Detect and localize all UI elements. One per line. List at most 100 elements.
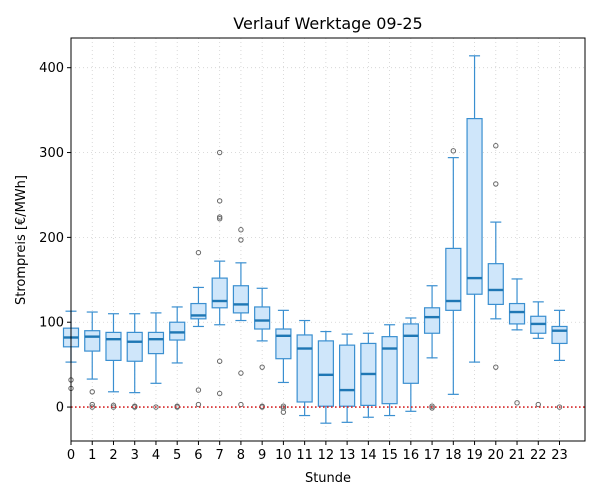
outlier-point	[238, 227, 244, 233]
x-tick-label: 21	[509, 448, 526, 463]
outlier-point	[514, 400, 520, 406]
y-axis-label: Strompreis [€/MWh]	[14, 175, 29, 305]
x-tick-label: 14	[360, 448, 377, 463]
x-tick-label: 10	[275, 448, 292, 463]
x-tick-label: 13	[339, 448, 356, 463]
iqr-box	[551, 325, 568, 345]
x-axis-label: Stunde	[305, 471, 351, 486]
x-tick-label: 15	[381, 448, 398, 463]
x-tick-label: 6	[194, 448, 202, 463]
axes: 0 1 2 3 4 5 6 7 8 9 10 11 12 13 14 15 16 17 18 19 20 21 22 2301…	[39, 37, 586, 463]
box-group	[105, 313, 122, 410]
box-group	[232, 227, 250, 408]
box-group	[445, 148, 462, 395]
iqr-box	[402, 323, 419, 384]
outlier-point	[195, 249, 202, 256]
box-group	[190, 249, 207, 408]
iqr-box	[445, 247, 462, 311]
iqr-box	[339, 344, 356, 407]
box-group	[317, 330, 334, 424]
axes-frame	[70, 37, 586, 442]
iqr-box	[169, 321, 186, 341]
box-group	[423, 285, 441, 411]
iqr-box	[232, 285, 250, 314]
outlier-point	[216, 358, 223, 364]
x-tick-label: 12	[318, 448, 335, 463]
box-group	[169, 306, 186, 410]
outlier-point	[89, 389, 95, 395]
outlier-point	[89, 404, 95, 410]
box-group	[275, 309, 292, 415]
box-group	[508, 278, 526, 406]
y-tick-label: 200	[39, 231, 64, 246]
outlier-point	[556, 404, 563, 410]
box-group	[211, 149, 228, 397]
x-tick-label: 22	[530, 448, 547, 463]
box-group	[126, 313, 143, 410]
box-group	[402, 317, 419, 412]
box-group	[339, 333, 356, 423]
x-tick-label: 17	[424, 448, 441, 463]
outlier-point	[153, 404, 159, 410]
box-group	[551, 309, 568, 410]
outlier-point	[493, 143, 499, 149]
x-tick-label: 7	[216, 448, 224, 463]
box-group	[147, 312, 165, 410]
y-tick-label: 100	[39, 316, 64, 331]
outlier-point	[280, 409, 287, 415]
outlier-point	[493, 364, 499, 370]
x-tick-label: 19	[466, 448, 483, 463]
iqr-box	[105, 331, 122, 361]
x-tick-label: 1	[88, 448, 96, 463]
iqr-box	[296, 334, 313, 403]
y-tick-label: 300	[39, 146, 64, 161]
iqr-box	[381, 336, 398, 405]
outlier-point	[216, 214, 223, 220]
iqr-box	[466, 117, 483, 295]
iqr-box	[317, 340, 334, 407]
y-tick-label: 400	[39, 61, 64, 76]
x-tick-label: 11	[296, 448, 313, 463]
iqr-box	[508, 302, 526, 325]
outlier-point	[535, 401, 541, 408]
chart-title: Verlauf Werktage 09-25	[233, 14, 422, 33]
iqr-box	[147, 331, 165, 355]
outlier-point	[280, 403, 287, 409]
outlier-point	[216, 390, 223, 397]
x-tick-label: 0	[67, 448, 75, 463]
box-group	[530, 301, 547, 408]
outlier-point	[238, 401, 244, 408]
x-tick-label: 18	[445, 448, 462, 463]
outlier-point	[238, 237, 244, 243]
outlier-point	[216, 149, 223, 156]
outlier-point	[238, 370, 244, 376]
outlier-point	[429, 403, 435, 409]
iqr-box	[126, 331, 143, 362]
iqr-box	[84, 330, 101, 352]
box-group	[296, 319, 313, 417]
x-tick-label: 8	[237, 448, 245, 463]
iqr-box	[211, 277, 228, 309]
x-tick-label: 4	[152, 448, 160, 463]
iqr-box	[275, 328, 292, 360]
x-tick-label: 5	[173, 448, 181, 463]
x-tick-label: 2	[109, 448, 117, 463]
outlier-point	[429, 405, 435, 411]
outlier-point	[195, 387, 202, 393]
y-tick-label: 0	[56, 401, 64, 416]
x-tick-label: 23	[551, 448, 568, 463]
outlier-point	[450, 148, 457, 154]
iqr-box	[254, 306, 271, 330]
box-group	[487, 143, 504, 370]
outlier-point	[216, 198, 223, 204]
iqr-box	[423, 307, 441, 334]
outlier-point	[493, 181, 499, 187]
outlier-point	[195, 401, 202, 408]
x-tick-label: 9	[258, 448, 266, 463]
outlier-point	[259, 364, 265, 370]
box-group	[466, 55, 483, 363]
plot-area	[62, 55, 585, 424]
x-tick-label: 20	[488, 448, 505, 463]
